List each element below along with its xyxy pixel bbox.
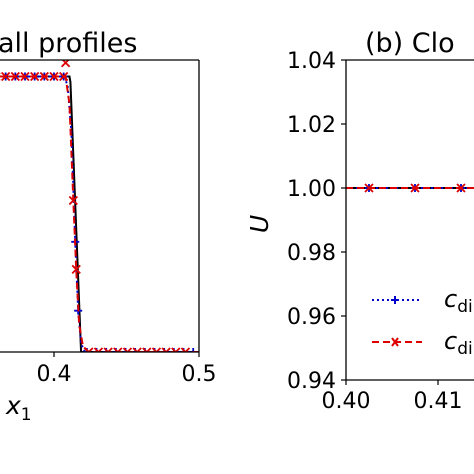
panel-a-marker-x (10, 71, 20, 82)
panel-b-x-ticks: 0.40 0.41 (322, 380, 463, 414)
panel-b-marker-x (456, 183, 466, 193)
legend-label-red: cdi (444, 327, 473, 359)
panel-b-marker-x (410, 183, 420, 193)
panel-a-series-line-2 (0, 75, 199, 352)
panel-a-marker-x (68, 195, 78, 206)
legend-entry-red: cdi (372, 327, 473, 359)
panel-b-plot-area (346, 183, 474, 193)
panel-a-marker-x (122, 347, 133, 352)
panel-b: (b) Clo 0.94 0.96 0.98 1.00 1.02 1.04 0.40 0.… (245, 28, 474, 414)
panel-b-legend: cdi cdi (372, 285, 473, 359)
panel-a-marker-x (20, 71, 30, 82)
panel-a-marker-x (103, 347, 113, 352)
panel-a-x-ticks: 0.4 0.5 (37, 352, 217, 387)
panel-b-ytick-label: 1.00 (287, 177, 336, 202)
panel-b-ytick-label: 1.04 (287, 49, 336, 74)
legend-entry-blue: cdi (372, 285, 473, 317)
panel-a-marker-x (49, 71, 59, 82)
panel-a-marker-x (59, 71, 69, 82)
panel-a-marker-x (142, 347, 152, 352)
panel-b-y-ticks: 0.94 0.96 0.98 1.00 1.02 1.04 (287, 49, 346, 394)
panel-a-marker-x (171, 347, 181, 352)
panel-b-title: (b) Clo (365, 28, 455, 59)
panel-b-xtick-label: 0.41 (414, 389, 463, 414)
panel-a-marker-plus (189, 348, 198, 352)
panel-a-title: all profiles (0, 28, 137, 59)
panel-a-marker-x (1, 71, 11, 82)
panel-a-marker-x (93, 347, 104, 352)
legend-label-blue: cdi (444, 285, 473, 317)
panel-b-y-label: U (245, 215, 274, 233)
panel-a-marker-x (132, 347, 142, 352)
panel-a-series-line-0 (0, 75, 199, 352)
panel-a-xtick-label: 0.5 (182, 362, 217, 387)
panel-a-marker-x (180, 347, 191, 352)
panel-a-marker-x (161, 347, 171, 352)
panel-b-marker-x (364, 183, 374, 193)
panel-a-marker-x (84, 347, 94, 352)
panel-b-ytick-label: 0.94 (287, 369, 336, 394)
panel-b-xtick-label: 0.40 (322, 389, 371, 414)
panel-a-series-line-1 (0, 75, 199, 352)
panel-a-marker-x (113, 347, 123, 352)
legend-marker-x (391, 337, 399, 347)
panel-b-ytick-label: 0.98 (287, 241, 336, 266)
legend-marker-plus (391, 296, 399, 304)
panel-a-plot-area (0, 60, 199, 352)
panel-b-ytick-label: 0.96 (287, 305, 336, 330)
panel-a-marker-x (39, 71, 49, 82)
panel-a: all profiles 0.4 0.5 x1 (0, 28, 217, 425)
panel-a-marker-x (30, 71, 40, 82)
panel-a-x-label: x1 (5, 391, 32, 425)
panel-a-marker-x (71, 264, 81, 274)
panel-a-marker-x (151, 347, 162, 352)
panel-a-xtick-label: 0.4 (37, 362, 72, 387)
panel-b-ytick-label: 1.02 (287, 113, 336, 138)
